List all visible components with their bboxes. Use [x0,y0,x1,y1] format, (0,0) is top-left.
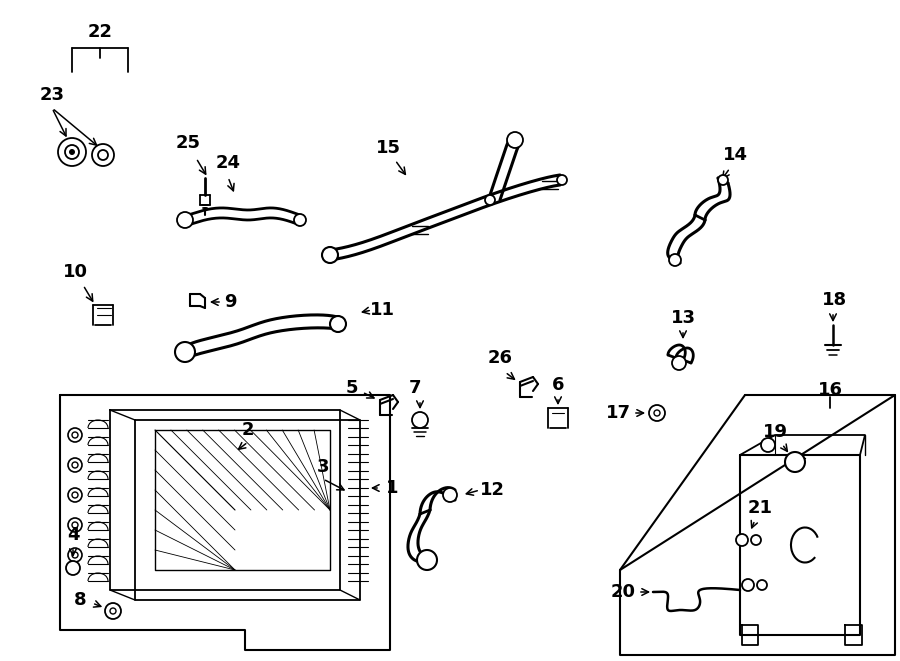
Circle shape [177,212,193,228]
Circle shape [761,438,775,452]
Text: 11: 11 [370,301,394,319]
Text: 22: 22 [87,23,112,41]
Circle shape [175,342,195,362]
Text: 20: 20 [610,583,635,601]
Text: 15: 15 [375,139,401,157]
Text: 19: 19 [762,423,788,441]
Circle shape [757,580,767,590]
Circle shape [485,195,495,205]
Circle shape [417,550,437,570]
Circle shape [736,534,748,546]
Circle shape [66,561,80,575]
Circle shape [672,356,686,370]
Circle shape [68,428,82,442]
Circle shape [751,535,761,545]
Text: 21: 21 [748,499,772,517]
Circle shape [110,608,116,614]
Circle shape [92,144,114,166]
Circle shape [65,145,79,159]
Text: 2: 2 [242,421,254,439]
Circle shape [785,452,805,472]
Circle shape [68,518,82,532]
Text: 25: 25 [176,134,201,152]
Circle shape [98,150,108,160]
Text: 17: 17 [606,404,631,422]
Circle shape [72,552,78,558]
Circle shape [72,462,78,468]
Circle shape [742,579,754,591]
Text: 18: 18 [823,291,848,309]
Text: 24: 24 [215,154,240,172]
Circle shape [649,405,665,421]
Text: 16: 16 [817,381,842,399]
Circle shape [68,488,82,502]
Circle shape [669,254,681,266]
Circle shape [58,138,86,166]
Circle shape [557,175,567,185]
Circle shape [507,132,523,148]
Circle shape [294,214,306,226]
Circle shape [654,410,660,416]
Text: 8: 8 [74,591,86,609]
Circle shape [68,458,82,472]
Text: 1: 1 [386,479,398,497]
Text: 5: 5 [346,379,358,397]
Text: 26: 26 [488,349,512,367]
Text: 23: 23 [40,86,65,104]
Text: 7: 7 [409,379,421,397]
Circle shape [68,548,82,562]
Text: 12: 12 [480,481,505,499]
Circle shape [412,412,428,428]
Circle shape [72,432,78,438]
Text: 10: 10 [62,263,87,281]
Text: 13: 13 [670,309,696,327]
Circle shape [72,522,78,528]
Text: 9: 9 [224,293,236,311]
Circle shape [69,149,75,155]
Circle shape [72,492,78,498]
Circle shape [330,316,346,332]
Text: 4: 4 [67,526,79,544]
Circle shape [443,488,457,502]
Text: 3: 3 [317,458,329,476]
Circle shape [322,247,338,263]
Circle shape [718,175,728,185]
Circle shape [105,603,121,619]
Text: 14: 14 [723,146,748,164]
Text: 6: 6 [552,376,564,394]
